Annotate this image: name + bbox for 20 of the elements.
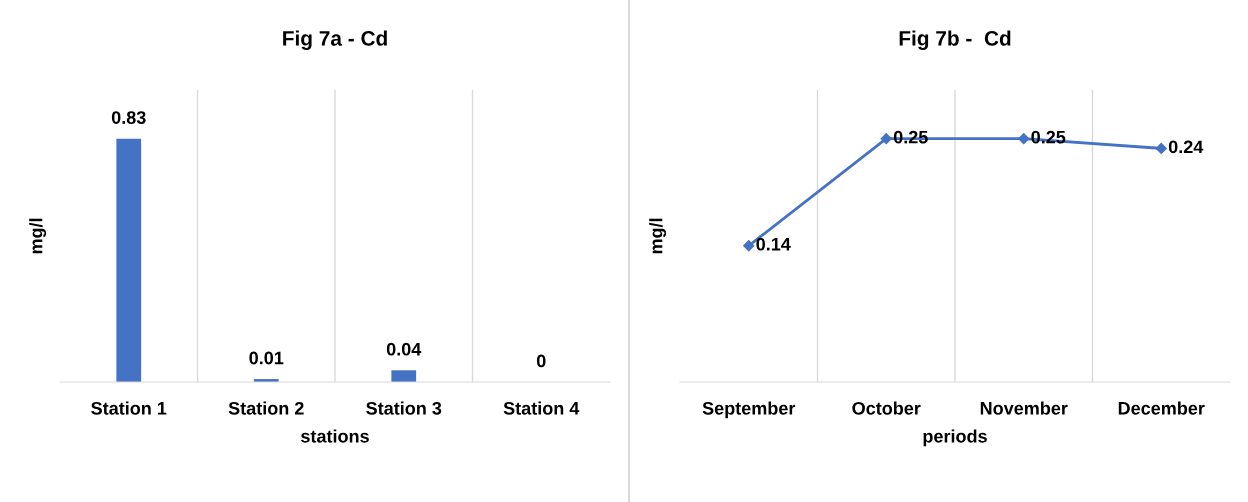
x-tick-label: Station 2 (228, 401, 304, 415)
data-label: 0.24 (1168, 140, 1204, 154)
x-tick-label: November (980, 401, 1068, 415)
chart-title: Fig 7a - Cd (283, 30, 387, 50)
x-tick-label: Station 1 (91, 401, 167, 415)
data-label: 0.01 (249, 351, 284, 365)
x-tick-label: Station 4 (503, 401, 580, 415)
x-axis-title: stations (301, 429, 369, 443)
data-label: 0.83 (111, 111, 146, 125)
data-label: 0 (536, 354, 546, 368)
y-axis-title: mg/l (29, 218, 47, 254)
x-tick-label: October (852, 401, 921, 415)
data-label: 0.04 (386, 342, 422, 356)
x-tick-label: December (1118, 401, 1205, 415)
x-axis-title: periods (923, 429, 987, 447)
x-tick-label: September (702, 401, 796, 419)
y-axis-title: mg/l (649, 218, 667, 254)
x-tick-label: Station 3 (366, 401, 442, 415)
chart-title: Fig 7b - Cd (899, 30, 1011, 50)
data-label: 0.14 (756, 237, 791, 251)
